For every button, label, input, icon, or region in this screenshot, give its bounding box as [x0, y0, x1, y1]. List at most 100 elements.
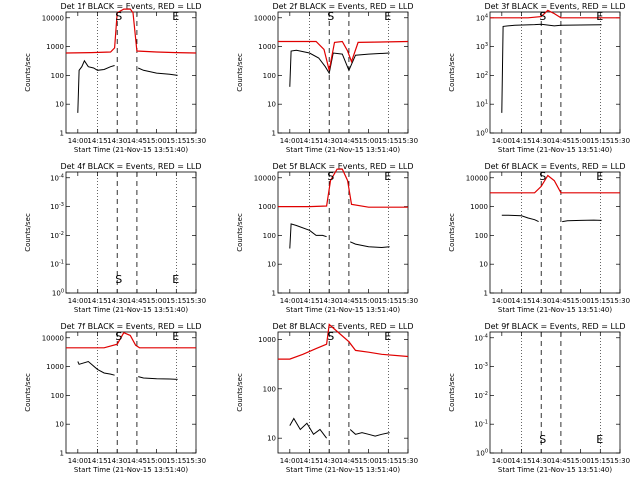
x-axis-label: Start Time (21-Nov-15 13:51:40)	[286, 146, 400, 154]
x-tick-label: 15:00	[359, 137, 379, 145]
y-tick-label: 10-3	[474, 362, 488, 371]
x-tick-label: 15:15	[378, 297, 398, 305]
x-tick-label: 14:45	[339, 297, 359, 305]
plot-frame	[277, 11, 409, 134]
x-tick-label: 15:15	[378, 137, 398, 145]
x-tick-label: 14:45	[339, 137, 359, 145]
lld-series-line	[490, 9, 620, 19]
x-tick-label: 14:15	[299, 297, 319, 305]
x-tick-label: 15:15	[166, 137, 186, 145]
x-tick-label: 15:00	[359, 457, 379, 465]
x-tick-label: 15:00	[571, 457, 591, 465]
det-panel-2: Det 2f BLACK = Events, RED = LLD 1 10 100 10…	[236, 2, 418, 154]
x-tick-label: 14:00	[492, 297, 512, 305]
x-tick-label: 14:15	[87, 137, 107, 145]
x-tick-label: 14:00	[68, 297, 88, 305]
y-tick-label: 10000	[466, 174, 488, 182]
x-tick-label: 14:45	[127, 457, 147, 465]
det-panel-9: Det 9f BLACK = Events, RED = LLD 100 10-1 1…	[448, 322, 630, 474]
y-tick-label: 100	[263, 72, 276, 80]
panel-title: Det 8f BLACK = Events, RED = LLD	[272, 322, 413, 331]
lld-series-line	[66, 331, 196, 349]
y-tick-label: 10-2	[50, 231, 64, 240]
end-marker-label: E	[384, 330, 391, 343]
y-tick-label: 10-3	[50, 202, 64, 211]
x-tick-label: 14:30	[107, 297, 127, 305]
x-axis-label: Start Time (21-Nov-15 13:51:40)	[74, 306, 188, 314]
y-tick-label: 10	[267, 101, 276, 109]
events-series-line	[138, 67, 178, 76]
y-tick-label: 1000	[470, 203, 488, 211]
plot-frame	[65, 11, 197, 134]
x-axis-label: Start Time (21-Nov-15 13:51:40)	[498, 466, 612, 474]
x-tick-label: 14:00	[492, 457, 512, 465]
x-tick-label: 14:30	[319, 297, 339, 305]
lld-series-line	[65, 8, 197, 54]
lld-series-line	[278, 323, 409, 360]
x-tick-label: 15:00	[571, 297, 591, 305]
events-series-line	[77, 360, 115, 376]
start-marker-label: S	[539, 10, 546, 23]
y-tick-label: 10-4	[50, 173, 64, 182]
det-panel-8: Det 8f BLACK = Events, RED = LLD 10 100 100…	[236, 322, 418, 474]
x-tick-label: 14:30	[531, 457, 551, 465]
x-tick-label: 14:15	[299, 137, 319, 145]
start-marker-label: S	[327, 170, 334, 183]
y-tick-label: 1	[484, 290, 488, 298]
events-series-line	[138, 376, 178, 380]
det-panel-4: Det 4f BLACK = Events, RED = LLD 100 10-1 1…	[24, 162, 206, 314]
x-tick-label: 14:15	[511, 457, 531, 465]
x-axis-label: Start Time (21-Nov-15 13:51:40)	[498, 146, 612, 154]
y-tick-label: 10000	[254, 14, 276, 22]
x-tick-label: 15:00	[147, 457, 167, 465]
x-tick-label: 15:00	[147, 137, 167, 145]
y-tick-label: 101	[476, 100, 488, 109]
events-series-line	[289, 49, 390, 87]
end-marker-label: E	[596, 170, 603, 183]
y-tick-label: 1	[60, 130, 64, 138]
y-tick-label: 100	[51, 392, 64, 400]
y-tick-label: 100	[263, 385, 276, 393]
x-axis-label: Start Time (21-Nov-15 13:51:40)	[74, 466, 188, 474]
y-tick-label: 100	[475, 232, 488, 240]
x-tick-label: 15:30	[398, 457, 418, 465]
x-axis-label: Start Time (21-Nov-15 13:51:40)	[498, 306, 612, 314]
x-tick-label: 14:30	[107, 137, 127, 145]
y-tick-label: 1000	[46, 363, 64, 371]
x-tick-label: 15:30	[610, 457, 630, 465]
end-marker-label: E	[172, 330, 179, 343]
y-tick-label: 10-4	[474, 333, 488, 342]
x-tick-label: 15:00	[359, 297, 379, 305]
events-series-line	[350, 241, 390, 249]
y-tick-label: 102	[476, 71, 488, 80]
x-tick-label: 15:00	[571, 137, 591, 145]
x-tick-label: 15:15	[590, 137, 610, 145]
events-series-line	[501, 23, 602, 113]
x-tick-label: 14:00	[492, 137, 512, 145]
y-tick-label: 1000	[258, 43, 276, 51]
x-tick-label: 15:15	[590, 297, 610, 305]
x-tick-label: 14:30	[319, 137, 339, 145]
x-tick-label: 14:45	[551, 137, 571, 145]
y-tick-label: 10-1	[50, 260, 64, 269]
x-tick-label: 15:15	[166, 297, 186, 305]
panel-title: Det 3f BLACK = Events, RED = LLD	[484, 2, 625, 11]
y-tick-label: 100	[51, 72, 64, 80]
end-marker-label: E	[172, 273, 179, 286]
y-tick-label: 1000	[258, 336, 276, 344]
y-axis-label: Counts/sec	[448, 213, 456, 252]
events-series-line	[349, 429, 390, 437]
x-tick-label: 15:00	[147, 297, 167, 305]
start-marker-label: S	[115, 273, 122, 286]
y-tick-label: 10000	[42, 14, 64, 22]
end-marker-label: E	[172, 10, 179, 23]
x-tick-label: 14:00	[68, 137, 88, 145]
det-panel-5: Det 5f BLACK = Events, RED = LLD 1 10 100 10…	[236, 162, 418, 314]
x-tick-label: 15:30	[610, 137, 630, 145]
x-tick-label: 14:45	[127, 297, 147, 305]
y-tick-label: 10	[479, 261, 488, 269]
panel-title: Det 5f BLACK = Events, RED = LLD	[272, 162, 413, 171]
end-marker-label: E	[596, 10, 603, 23]
det-panel-1: Det 1f BLACK = Events, RED = LLD 1 10 100 10…	[24, 2, 206, 154]
